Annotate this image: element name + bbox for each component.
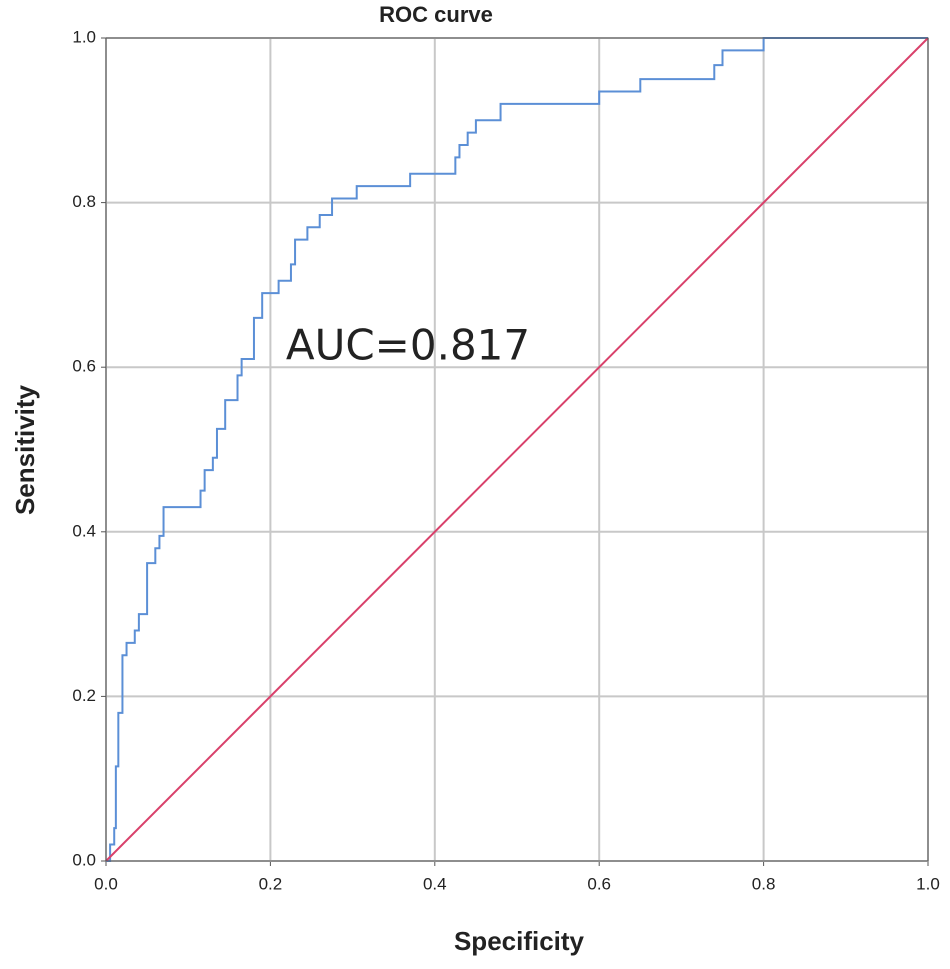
- y-tick-label: 0.2: [72, 686, 96, 705]
- y-tick-label: 0.4: [72, 521, 96, 540]
- x-tick-label: 0.2: [259, 874, 283, 893]
- x-tick-label: 0.8: [752, 874, 776, 893]
- x-tick-label: 1.0: [916, 874, 940, 893]
- x-tick-label: 0.0: [94, 874, 118, 893]
- plot-frame: [105, 37, 929, 862]
- chart-title: ROC curve: [379, 2, 493, 27]
- x-axis-label: Specificity: [454, 926, 585, 956]
- x-tick-label: 0.4: [423, 874, 447, 893]
- series-line: [106, 37, 928, 862]
- y-tick-label: 1.0: [72, 27, 96, 46]
- annotation: AUC=0.817: [286, 321, 530, 370]
- y-tick-label: 0.0: [72, 850, 96, 869]
- y-tick-label: 0.6: [72, 357, 96, 376]
- y-tick-label: 0.8: [72, 192, 96, 211]
- y-axis-label: Sensitivity: [10, 384, 40, 515]
- plot-marks: [105, 37, 929, 862]
- x-tick-label: 0.6: [587, 874, 611, 893]
- series-line: [105, 37, 929, 862]
